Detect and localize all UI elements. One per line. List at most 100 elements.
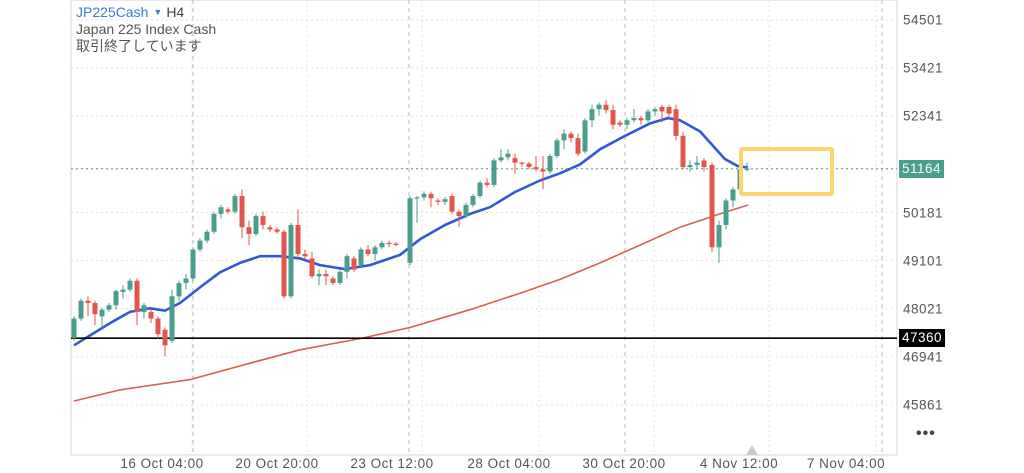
candle-up[interactable] (344, 256, 350, 272)
candle-up[interactable] (407, 198, 413, 263)
candle-up[interactable] (218, 207, 224, 214)
candle-up[interactable] (442, 199, 448, 202)
candle-up[interactable] (470, 196, 476, 205)
candle-up[interactable] (204, 231, 210, 241)
candle-down[interactable] (239, 196, 245, 228)
candle-down[interactable] (709, 164, 715, 248)
candle-down[interactable] (638, 118, 644, 121)
candle-up[interactable] (78, 300, 84, 319)
candle-up[interactable] (477, 182, 483, 197)
candle-up[interactable] (176, 282, 182, 297)
candle-down[interactable] (701, 160, 707, 168)
candle-down[interactable] (435, 200, 441, 202)
candle-up[interactable] (498, 157, 504, 161)
candle-up[interactable] (288, 225, 294, 297)
candle-down[interactable] (92, 303, 98, 315)
candle-down[interactable] (428, 193, 434, 199)
candle-up[interactable] (127, 280, 133, 290)
candle-up[interactable] (491, 160, 497, 185)
candle-down[interactable] (680, 135, 686, 168)
candle-down[interactable] (449, 196, 455, 212)
candle-up[interactable] (547, 155, 553, 172)
candle-down[interactable] (568, 133, 574, 139)
candle-down[interactable] (603, 104, 609, 111)
candle-up[interactable] (211, 213, 217, 232)
candle-down[interactable] (260, 216, 266, 226)
timeframe-label[interactable]: H4 (166, 4, 185, 20)
candle-down[interactable] (484, 182, 490, 185)
candle-up[interactable] (561, 133, 567, 141)
candle-down[interactable] (281, 231, 287, 297)
candle-up[interactable] (582, 120, 588, 152)
candle-up[interactable] (99, 309, 105, 317)
candle-up[interactable] (652, 109, 658, 112)
candle-down[interactable] (617, 122, 623, 125)
candle-up[interactable] (414, 197, 420, 199)
candle-up[interactable] (723, 200, 729, 226)
candle-down[interactable] (134, 280, 140, 312)
candle-down[interactable] (512, 158, 518, 163)
candle-down[interactable] (274, 229, 280, 232)
candle-up[interactable] (183, 278, 189, 283)
candle-down[interactable] (351, 258, 357, 270)
highlight-box[interactable] (739, 147, 834, 196)
candle-up[interactable] (421, 193, 427, 198)
candle-down[interactable] (323, 274, 329, 277)
candle-up[interactable] (120, 289, 126, 292)
candle-up[interactable] (379, 242, 385, 248)
candle-up[interactable] (113, 290, 119, 306)
candle-up[interactable] (358, 249, 364, 266)
candle-up[interactable] (463, 204, 469, 217)
candle-down[interactable] (267, 227, 273, 230)
candle-up[interactable] (596, 104, 602, 110)
candle-up[interactable] (505, 153, 511, 158)
candle-down[interactable] (540, 169, 546, 172)
candle-down[interactable] (659, 106, 665, 112)
candle-down[interactable] (393, 243, 399, 245)
candle-up[interactable] (694, 162, 700, 165)
candle-down[interactable] (162, 329, 168, 346)
candle-up[interactable] (190, 249, 196, 279)
plot-area[interactable] (70, 0, 898, 456)
candle-down[interactable] (295, 225, 301, 254)
candle-up[interactable] (589, 109, 595, 121)
candle-down[interactable] (673, 109, 679, 136)
candle-up[interactable] (716, 225, 722, 248)
candle-down[interactable] (386, 242, 392, 245)
candle-up[interactable] (744, 168, 750, 170)
symbol-row[interactable]: JP225Cash ▼ H4 (76, 4, 216, 21)
more-options-icon[interactable]: ••• (916, 425, 936, 442)
candle-up[interactable] (106, 305, 112, 310)
candle-up[interactable] (197, 240, 203, 250)
candle-down[interactable] (575, 138, 581, 154)
candle-up[interactable] (232, 196, 238, 212)
candle-up[interactable] (372, 247, 378, 254)
candle-up[interactable] (631, 118, 637, 121)
candle-down[interactable] (533, 167, 539, 170)
candle-down[interactable] (246, 227, 252, 234)
candle-down[interactable] (309, 258, 315, 277)
candle-down[interactable] (519, 162, 525, 164)
candle-down[interactable] (85, 300, 91, 304)
candle-up[interactable] (645, 111, 651, 121)
candle-up[interactable] (169, 296, 175, 341)
candle-down[interactable] (526, 163, 532, 168)
candle-up[interactable] (730, 189, 736, 201)
candle-up[interactable] (141, 305, 147, 312)
candle-up[interactable] (687, 164, 693, 168)
candle-down[interactable] (330, 278, 336, 283)
candle-down[interactable] (610, 110, 616, 125)
candle-down[interactable] (302, 253, 308, 257)
candle-down[interactable] (666, 106, 672, 114)
symbol-name[interactable]: JP225Cash (76, 4, 149, 20)
candle-up[interactable] (253, 216, 259, 234)
candle-up[interactable] (554, 140, 560, 156)
candle-down[interactable] (148, 311, 154, 319)
symbol-dropdown-icon[interactable]: ▼ (153, 7, 163, 17)
candle-up[interactable] (624, 120, 630, 125)
candle-up[interactable] (337, 271, 343, 283)
candle-down[interactable] (456, 211, 462, 217)
candle-up[interactable] (316, 274, 322, 277)
